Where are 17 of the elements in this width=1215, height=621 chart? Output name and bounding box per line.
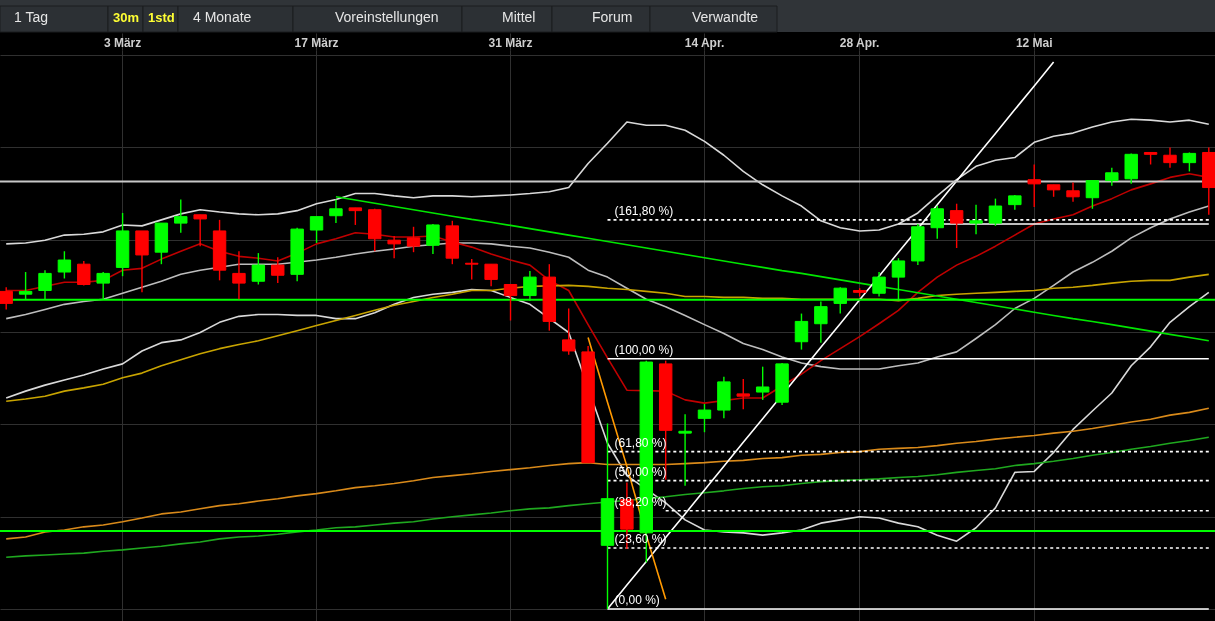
x-tick-label: 12 Mai [1015,35,1053,50]
text: Mittel [502,9,536,25]
text: 1std [148,10,175,25]
text: Forum [592,9,633,25]
x-tick-label: 28 Apr. [839,35,880,50]
series-label: (0,00 %) [614,593,660,607]
x-tick-label: 14 Apr. [684,35,725,50]
x-tick-label: 17 März [294,35,339,50]
text: Voreinstellungen [335,9,439,25]
text: 30m [113,10,140,25]
text: 4 Monate [193,9,252,25]
series-label: (161,80 %) [614,203,674,218]
series-label: (100,00 %) [614,342,674,357]
text: Verwandte [692,9,759,25]
x-tick-label: 31 März [488,35,533,50]
text: 1 Tag [14,9,48,25]
x-tick-label: 3 März [103,35,142,50]
